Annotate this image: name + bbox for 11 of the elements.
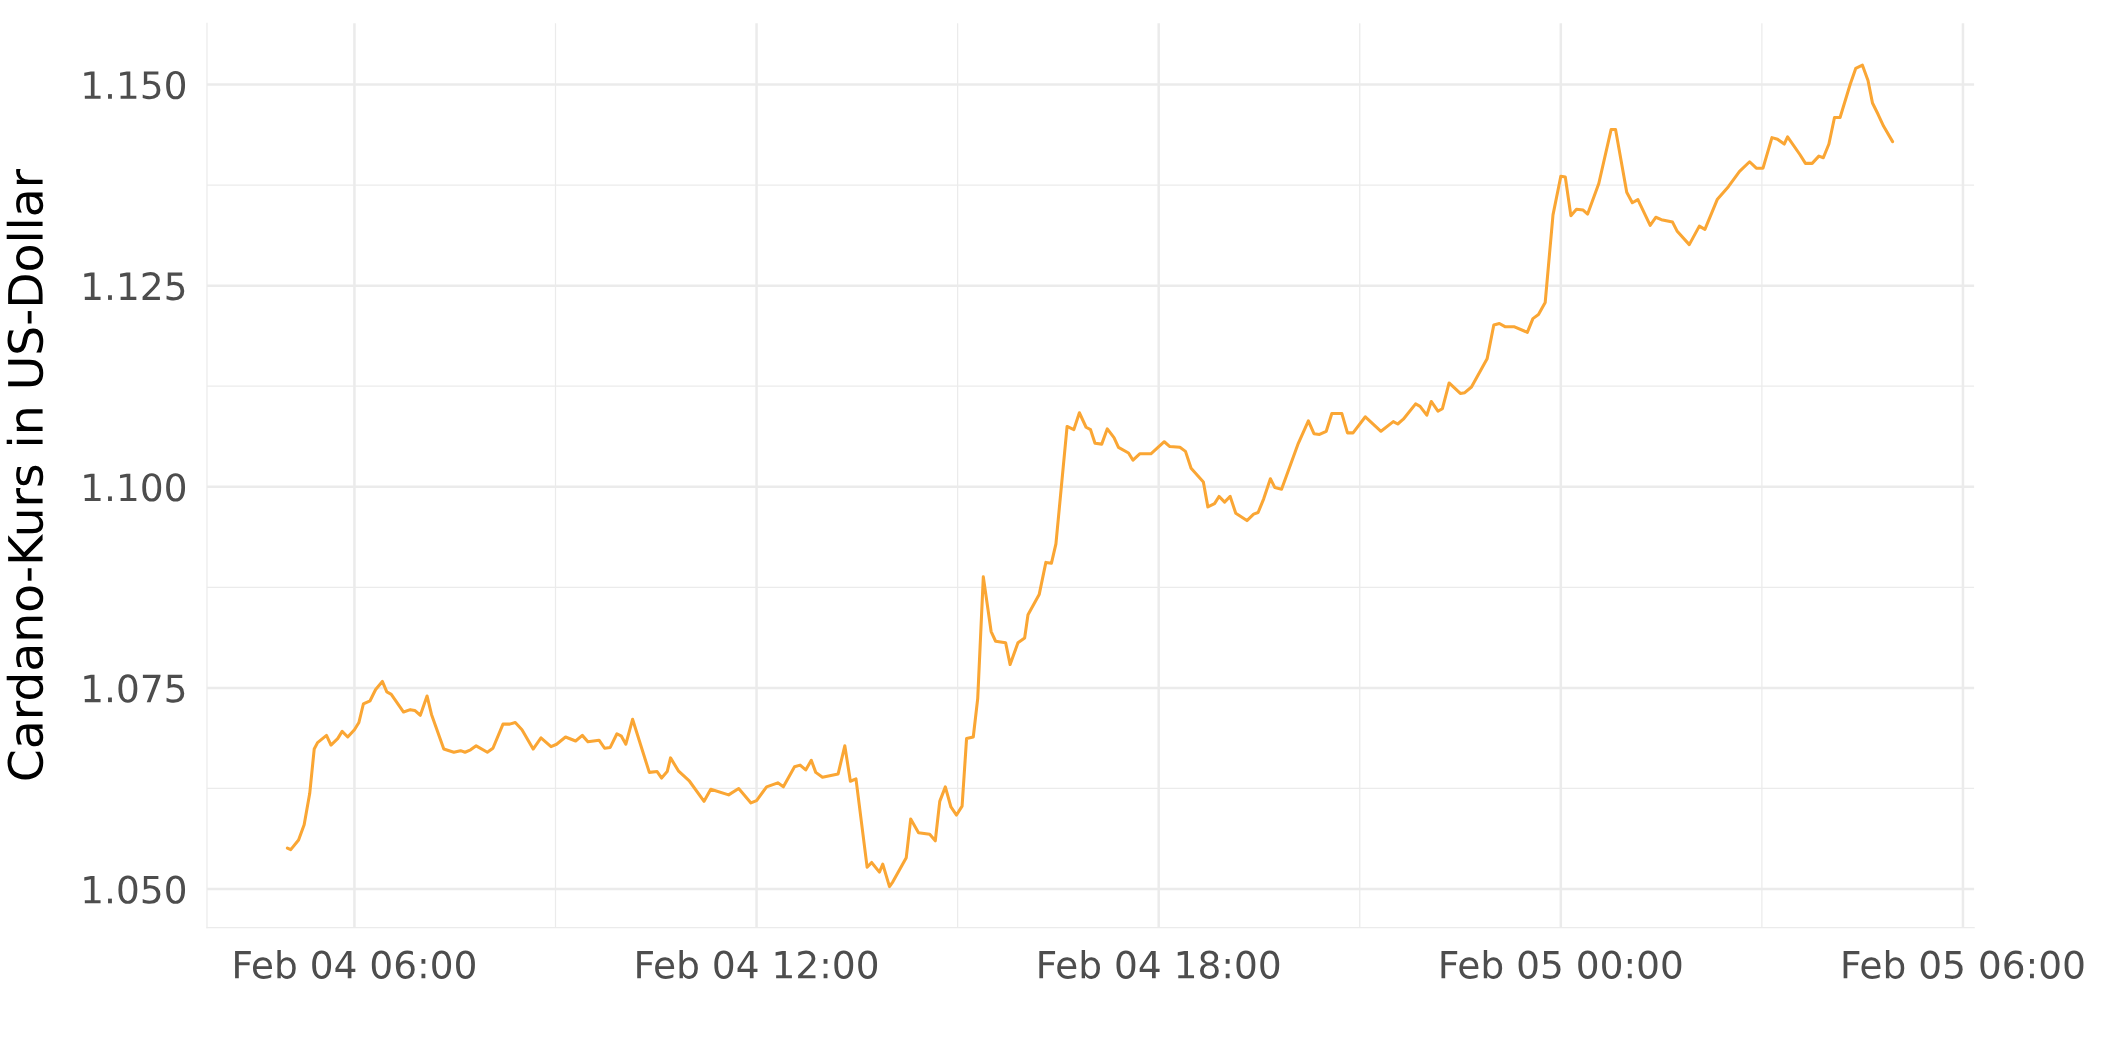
y-tick-label: 1.100 [84,473,186,502]
y-tick-label: 1.125 [84,272,185,301]
y-tick-label: 1.075 [84,674,185,703]
x-tick-label: Feb 04 18:00 [1039,949,1280,979]
y-tick-label: 1.150 [84,70,186,100]
y-axis-title: Cardano-Kurs in US-Dollar [6,168,44,780]
x-tick-label: Feb 05 00:00 [1441,949,1682,979]
x-tick-label: Feb 04 06:00 [235,949,475,979]
y-tick-label: 1.050 [84,875,186,904]
x-tick-label: Feb 05 06:00 [1843,949,2084,979]
x-tick-label: Feb 04 12:00 [637,949,878,979]
